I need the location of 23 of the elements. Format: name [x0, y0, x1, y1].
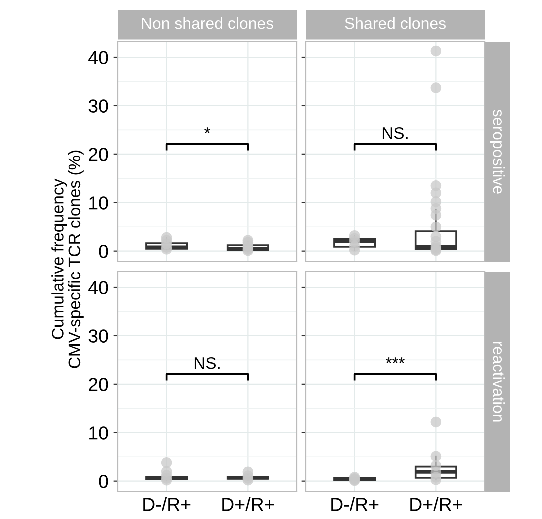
y-tick-label: 30 [88, 330, 108, 343]
chart-title: Non shared clones [142, 18, 274, 30]
annotation: NS. [382, 127, 408, 140]
y-tick-label: 40 [88, 51, 108, 64]
annotation: *** [386, 358, 405, 364]
y-tick-label: 20 [89, 148, 108, 162]
annotation: * [204, 128, 210, 134]
x-tick-label: D-/R+ [144, 498, 191, 512]
y-tick-label: 10 [90, 426, 108, 440]
y-tick-label: 20 [89, 378, 108, 392]
chart-title: Shared clones [345, 18, 446, 30]
x-tick-label: D-/R+ [332, 498, 379, 512]
y-tick-label: 0 [99, 245, 108, 258]
y-axis-title: Cumulative frequency CMV-specific TCR clones (%) [52, 150, 84, 368]
y-tick-label: 10 [90, 196, 108, 210]
y-tick-label: 30 [88, 100, 108, 113]
y-tick-label: 40 [88, 281, 108, 294]
y2-axis-title: seropositive [490, 110, 505, 194]
x-tick-label: D+/R+ [222, 498, 274, 512]
x-tick-label: D+/R+ [410, 498, 462, 512]
y-tick-label: 0 [99, 475, 108, 488]
annotation: NS. [194, 357, 220, 370]
y2-axis-title: reactivation [493, 342, 505, 422]
